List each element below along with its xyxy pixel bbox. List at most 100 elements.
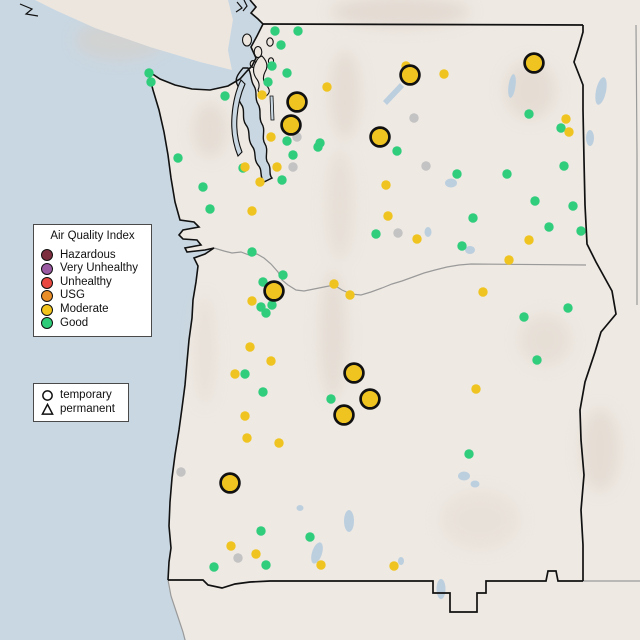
permanent-triangle-icon xyxy=(41,402,54,415)
good-swatch-icon xyxy=(41,317,53,330)
monitor-dot-good[interactable] xyxy=(261,308,271,318)
monitor-dot-moderate[interactable] xyxy=(389,561,399,571)
legend-item-label: Good xyxy=(60,316,89,329)
monitor-dot-good[interactable] xyxy=(315,138,325,148)
monitor-dot-moderate[interactable] xyxy=(345,290,355,300)
legend-item-good: Good xyxy=(41,317,144,331)
monitor-dot-nodata[interactable] xyxy=(393,228,403,238)
monitor-dot-good[interactable] xyxy=(293,26,303,36)
monitor-temporary-moderate[interactable] xyxy=(286,91,308,113)
monitor-dot-good[interactable] xyxy=(544,222,554,232)
monitor-dot-moderate[interactable] xyxy=(242,433,252,443)
monitor-dot-good[interactable] xyxy=(277,175,287,185)
monitor-dot-nodata[interactable] xyxy=(421,161,431,171)
monitor-temporary-moderate[interactable] xyxy=(369,126,391,148)
monitor-dot-good[interactable] xyxy=(282,68,292,78)
monitor-dot-moderate[interactable] xyxy=(272,162,282,172)
monitor-dot-good[interactable] xyxy=(464,449,474,459)
monitor-dot-good[interactable] xyxy=(288,150,298,160)
monitor-temporary-moderate[interactable] xyxy=(263,280,285,302)
monitor-dot-moderate[interactable] xyxy=(478,287,488,297)
monitor-dot-moderate[interactable] xyxy=(251,549,261,559)
monitor-dot-moderate[interactable] xyxy=(439,69,449,79)
monitor-dot-good[interactable] xyxy=(559,161,569,171)
monitor-dot-moderate[interactable] xyxy=(257,90,267,100)
monitor-dot-good[interactable] xyxy=(144,68,154,78)
monitor-dot-good[interactable] xyxy=(282,136,292,146)
monitor-temporary-moderate[interactable] xyxy=(219,472,241,494)
monitor-dot-moderate[interactable] xyxy=(247,296,257,306)
monitor-dot-good[interactable] xyxy=(276,40,286,50)
monitor-dot-good[interactable] xyxy=(267,300,277,310)
monitor-dot-good[interactable] xyxy=(220,91,230,101)
monitor-dot-moderate[interactable] xyxy=(561,114,571,124)
legend-item-label: Moderate xyxy=(60,302,109,315)
monitor-dot-good[interactable] xyxy=(392,146,402,156)
monitor-temporary-moderate[interactable] xyxy=(523,52,545,74)
monitor-dot-good[interactable] xyxy=(278,270,288,280)
monitor-dot-moderate[interactable] xyxy=(230,369,240,379)
monitor-dot-good[interactable] xyxy=(305,532,315,542)
monitor-dot-moderate[interactable] xyxy=(245,342,255,352)
monitor-dot-moderate[interactable] xyxy=(504,255,514,265)
monitor-temporary-moderate[interactable] xyxy=(359,388,381,410)
monitor-dot-good[interactable] xyxy=(576,226,586,236)
monitor-dot-good[interactable] xyxy=(326,394,336,404)
monitor-dot-moderate[interactable] xyxy=(266,356,276,366)
monitor-dot-moderate[interactable] xyxy=(564,127,574,137)
monitor-dot-good[interactable] xyxy=(502,169,512,179)
monitor-dot-moderate[interactable] xyxy=(226,541,236,551)
monitor-dot-good[interactable] xyxy=(519,312,529,322)
monitor-dot-good[interactable] xyxy=(556,123,566,133)
monitor-dot-good[interactable] xyxy=(563,303,573,313)
monitor-dot-moderate[interactable] xyxy=(524,235,534,245)
monitor-dot-moderate[interactable] xyxy=(274,438,284,448)
monitor-dot-moderate[interactable] xyxy=(329,279,339,289)
monitor-dot-good[interactable] xyxy=(146,77,156,87)
monitor-dot-moderate[interactable] xyxy=(247,206,257,216)
monitor-dot-moderate[interactable] xyxy=(316,560,326,570)
monitor-dot-good[interactable] xyxy=(468,213,478,223)
monitor-temporary-moderate[interactable] xyxy=(399,64,421,86)
lakes xyxy=(296,74,607,599)
monitor-dot-moderate[interactable] xyxy=(240,411,250,421)
monitor-dot-moderate[interactable] xyxy=(240,162,250,172)
terrain-shading xyxy=(75,0,620,550)
monitor-dot-good[interactable] xyxy=(524,109,534,119)
monitor-temporary-moderate[interactable] xyxy=(333,404,355,426)
monitor-dot-good[interactable] xyxy=(371,229,381,239)
monitor-dot-good[interactable] xyxy=(173,153,183,163)
monitor-dot-good[interactable] xyxy=(205,204,215,214)
monitor-dot-moderate[interactable] xyxy=(322,82,332,92)
monitor-dot-moderate[interactable] xyxy=(266,132,276,142)
monitor-dot-nodata[interactable] xyxy=(409,113,419,123)
monitor-dot-nodata[interactable] xyxy=(288,162,298,172)
monitor-dot-good[interactable] xyxy=(457,241,467,251)
monitor-dot-moderate[interactable] xyxy=(412,234,422,244)
monitor-dot-good[interactable] xyxy=(258,277,268,287)
monitor-dot-nodata[interactable] xyxy=(176,467,186,477)
monitor-dot-nodata[interactable] xyxy=(233,553,243,563)
monitor-dot-good[interactable] xyxy=(263,77,273,87)
monitor-dot-good[interactable] xyxy=(532,355,542,365)
monitor-dot-moderate[interactable] xyxy=(471,384,481,394)
monitor-dot-good[interactable] xyxy=(209,562,219,572)
monitor-dot-good[interactable] xyxy=(258,387,268,397)
monitor-dot-good[interactable] xyxy=(261,560,271,570)
monitor-dot-good[interactable] xyxy=(247,247,257,257)
monitor-dot-good[interactable] xyxy=(240,369,250,379)
monitor-dot-good[interactable] xyxy=(198,182,208,192)
monitor-temporary-moderate[interactable] xyxy=(280,114,302,136)
monitor-dot-good[interactable] xyxy=(530,196,540,206)
monitor-dot-moderate[interactable] xyxy=(255,177,265,187)
monitor-dot-good[interactable] xyxy=(568,201,578,211)
monitor-temporary-moderate[interactable] xyxy=(343,362,365,384)
state-borders xyxy=(168,23,617,613)
monitor-dot-good[interactable] xyxy=(267,61,277,71)
monitor-dot-moderate[interactable] xyxy=(381,180,391,190)
monitor-dot-good[interactable] xyxy=(270,26,280,36)
monitor-dot-good[interactable] xyxy=(452,169,462,179)
monitor-dot-good[interactable] xyxy=(256,526,266,536)
monitor-dot-moderate[interactable] xyxy=(383,211,393,221)
